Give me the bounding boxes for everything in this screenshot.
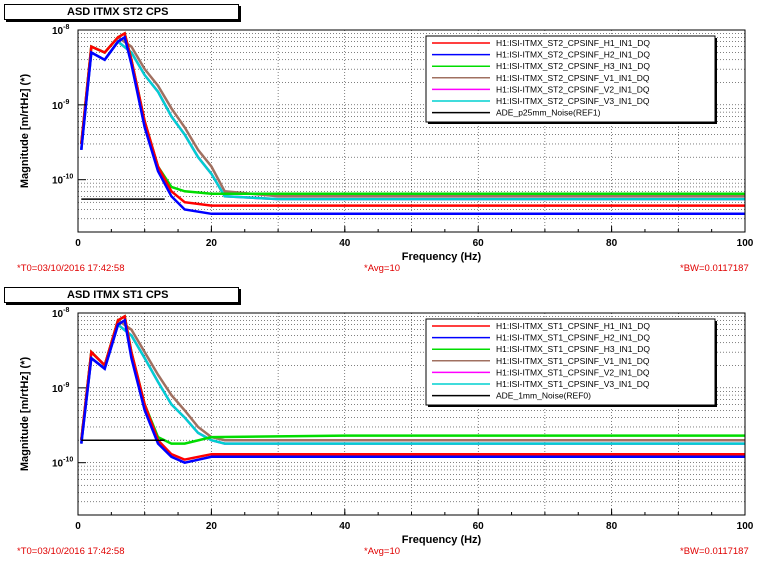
x-tick-label: 40 [339, 521, 351, 532]
x-tick-label: 80 [606, 521, 618, 532]
legend-entry: H1:ISI-ITMX_ST1_CPSINF_V2_IN1_DQ [496, 367, 650, 377]
x-tick-label: 20 [206, 238, 218, 249]
panel-title: ASD ITMX ST2 CPS [4, 4, 239, 20]
series-line [80, 35, 745, 216]
legend-entry: H1:ISI-ITMX_ST1_CPSINF_H3_IN1_DQ [496, 344, 650, 354]
x-tick-label: 60 [473, 521, 485, 532]
y-tick-label: 10-10 [52, 457, 73, 470]
x-tick-label: 100 [737, 521, 754, 532]
y-tick-label: 10-10 [52, 174, 73, 187]
legend-entry: H1:ISI-ITMX_ST2_CPSINF_H2_IN1_DQ [496, 50, 650, 60]
legend-entry: H1:ISI-ITMX_ST2_CPSINF_V2_IN1_DQ [496, 84, 650, 94]
legend-entry: H1:ISI-ITMX_ST1_CPSINF_H2_IN1_DQ [496, 333, 650, 343]
series-line [80, 318, 745, 465]
legend-entry: H1:ISI-ITMX_ST1_CPSINF_V1_IN1_DQ [496, 356, 650, 366]
legend-entry: ADE_p25mm_Noise(REF1) [496, 108, 601, 118]
legend-entry: H1:ISI-ITMX_ST2_CPSINF_H1_IN1_DQ [496, 38, 650, 48]
legend: H1:ISI-ITMX_ST2_CPSINF_H1_IN1_DQ H1:ISI-I… [425, 35, 717, 124]
x-axis-label: Frequency (Hz) [402, 251, 482, 263]
x-tick-label: 40 [339, 238, 351, 249]
x-tick-label: 0 [75, 521, 81, 532]
legend: H1:ISI-ITMX_ST1_CPSINF_H1_IN1_DQ H1:ISI-I… [425, 318, 717, 407]
legend-entry: H1:ISI-ITMX_ST2_CPSINF_H3_IN1_DQ [496, 61, 650, 71]
x-tick-label: 80 [606, 238, 618, 249]
series-line [80, 31, 745, 207]
x-axis-label: Frequency (Hz) [402, 534, 482, 546]
chart-st1: 0 20 40 60 80 100 10-10 10-9 10-8 Frequency (Hz) M… [19, 307, 754, 546]
y-tick-label: 10-9 [52, 382, 69, 395]
footer-bw: *BW=0.0117187 [680, 263, 749, 274]
series-group [80, 31, 745, 216]
legend-entry: H1:ISI-ITMX_ST2_CPSINF_V3_IN1_DQ [496, 96, 650, 106]
chart-st2: 0 20 40 60 80 100 10-10 10-9 10-8 Frequency (Hz) M… [19, 24, 754, 263]
footer-t0: *T0=03/10/2016 17:42:58 [17, 546, 125, 557]
y-tick-label: 10-9 [52, 99, 69, 112]
legend-entry: ADE_1mm_Noise(REF0) [496, 391, 591, 401]
footer-t0: *T0=03/10/2016 17:42:58 [17, 263, 125, 274]
legend-entry: H1:ISI-ITMX_ST2_CPSINF_V1_IN1_DQ [496, 73, 650, 83]
panel-st2: ASD ITMX ST2 CPS 0 20 40 60 80 100 10-10 10-9 10… [0, 0, 767, 279]
series-group [80, 314, 745, 465]
x-tick-label: 100 [737, 238, 754, 249]
legend-entry: H1:ISI-ITMX_ST1_CPSINF_V3_IN1_DQ [496, 379, 650, 389]
x-tick-label: 20 [206, 521, 218, 532]
y-axis-label: Magnitude [m/rtHz] (*) [19, 357, 31, 472]
footer-avg: *Avg=10 [364, 546, 401, 557]
footer-avg: *Avg=10 [364, 263, 401, 274]
panel-title: ASD ITMX ST1 CPS [4, 287, 239, 303]
y-tick-label: 10-8 [52, 24, 69, 37]
legend-entry: H1:ISI-ITMX_ST1_CPSINF_H1_IN1_DQ [496, 321, 650, 331]
footer-bw: *BW=0.0117187 [680, 546, 749, 557]
x-tick-label: 60 [473, 238, 485, 249]
panel-st1: ASD ITMX ST1 CPS 0 20 40 60 80 100 10-10 10-9 10… [0, 283, 767, 562]
x-tick-label: 0 [75, 238, 81, 249]
y-tick-label: 10-8 [52, 307, 69, 320]
y-axis-label: Magnitude [m/rtHz] (*) [19, 74, 31, 189]
